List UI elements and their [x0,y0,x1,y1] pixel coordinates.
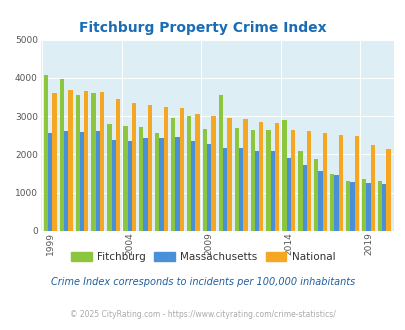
Text: Fitchburg Property Crime Index: Fitchburg Property Crime Index [79,21,326,35]
Bar [111,140,116,231]
Bar [159,138,163,231]
Bar [250,130,254,231]
Bar [64,131,68,231]
Bar [377,181,381,231]
Bar [234,128,238,231]
Bar [139,127,143,231]
Text: © 2025 CityRating.com - https://www.cityrating.com/crime-statistics/: © 2025 CityRating.com - https://www.city… [70,310,335,319]
Bar [345,181,350,231]
Bar [48,133,52,231]
Bar [211,116,215,231]
Bar [163,107,168,231]
Bar [91,93,96,231]
Bar [171,118,175,231]
Bar [302,165,306,231]
Bar [175,137,179,231]
Bar [318,171,322,231]
Bar [107,124,111,231]
Bar [60,79,64,231]
Bar [116,99,120,231]
Bar [381,184,386,231]
Bar [202,129,207,231]
Bar [191,142,195,231]
Bar [52,93,56,231]
Bar [155,133,159,231]
Bar [313,159,318,231]
Bar [143,138,147,231]
Bar [298,151,302,231]
Bar [147,105,152,231]
Bar [68,90,72,231]
Bar [84,91,88,231]
Bar [322,133,326,231]
Bar [195,114,199,231]
Bar [370,145,374,231]
Bar [186,116,191,231]
Bar [227,118,231,231]
Bar [96,131,100,231]
Bar [44,75,48,231]
Bar [258,121,263,231]
Bar [334,175,338,231]
Bar [80,132,84,231]
Bar [123,126,127,231]
Bar [100,92,104,231]
Bar [329,174,334,231]
Bar [127,141,132,231]
Bar [222,148,227,231]
Bar [365,183,370,231]
Bar [361,179,365,231]
Bar [132,103,136,231]
Bar [338,135,342,231]
Bar [386,149,390,231]
Bar [218,95,222,231]
Bar [306,131,310,231]
Bar [290,130,294,231]
Bar [274,123,279,231]
Bar [270,151,274,231]
Bar [238,148,243,231]
Bar [350,182,354,231]
Bar [254,150,258,231]
Bar [266,130,270,231]
Text: Crime Index corresponds to incidents per 100,000 inhabitants: Crime Index corresponds to incidents per… [51,278,354,287]
Bar [207,144,211,231]
Bar [286,158,290,231]
Legend: Fitchburg, Massachusetts, National: Fitchburg, Massachusetts, National [66,248,339,266]
Bar [243,119,247,231]
Bar [179,108,183,231]
Bar [75,95,80,231]
Bar [354,136,358,231]
Bar [281,120,286,231]
